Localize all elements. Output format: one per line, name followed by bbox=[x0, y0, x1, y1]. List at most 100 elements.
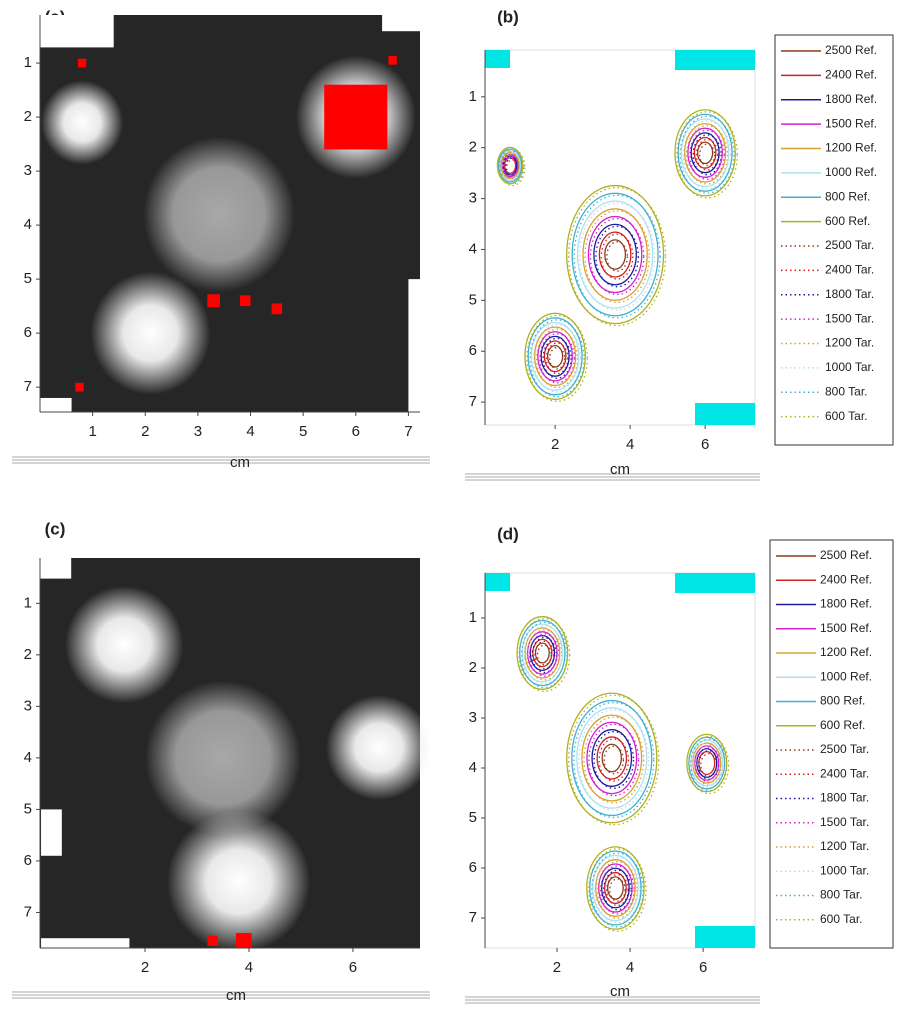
contour bbox=[604, 239, 627, 270]
contour bbox=[576, 707, 648, 809]
x-tick-label: 6 bbox=[349, 959, 357, 976]
outside-region bbox=[485, 573, 510, 591]
y-tick-label: 4 bbox=[24, 749, 32, 766]
image-edge bbox=[41, 809, 62, 856]
contour bbox=[600, 233, 634, 280]
legend-label: 2400 Tar. bbox=[820, 766, 869, 780]
image-edge bbox=[41, 938, 130, 954]
y-tick-label: 5 bbox=[469, 291, 477, 308]
image-edge bbox=[40, 397, 72, 415]
legend-label: 1200 Tar. bbox=[825, 336, 874, 350]
x-tick-label: 6 bbox=[699, 959, 707, 976]
y-tick-label: 1 bbox=[469, 88, 477, 105]
legend-label: 2500 Tar. bbox=[825, 238, 874, 252]
contour bbox=[573, 701, 655, 819]
contour bbox=[682, 120, 732, 190]
bright-region bbox=[41, 80, 124, 165]
contour bbox=[497, 148, 523, 183]
contour bbox=[588, 723, 640, 797]
image-edge bbox=[408, 279, 425, 415]
y-tick-label: 3 bbox=[24, 162, 32, 179]
y-tick-label: 2 bbox=[469, 659, 477, 676]
contour bbox=[686, 733, 728, 793]
legend-label: 1200 Tar. bbox=[820, 839, 869, 853]
contour bbox=[532, 638, 553, 668]
contour bbox=[583, 716, 645, 804]
contour bbox=[591, 852, 644, 928]
contour bbox=[684, 122, 727, 183]
panel-label: (b) bbox=[497, 7, 519, 26]
bright-region bbox=[143, 136, 295, 293]
contour bbox=[589, 217, 645, 296]
contour bbox=[548, 346, 566, 370]
x-tick-label: 6 bbox=[352, 423, 360, 440]
legend-label: 1500 Tar. bbox=[825, 311, 874, 325]
contour bbox=[566, 692, 658, 824]
hot-pixel bbox=[324, 84, 388, 150]
contour bbox=[571, 699, 653, 817]
contour bbox=[698, 143, 716, 167]
contour bbox=[598, 231, 632, 278]
legend-label: 2400 Tar. bbox=[825, 263, 874, 277]
y-tick-label: 4 bbox=[24, 216, 32, 233]
image-edge bbox=[382, 15, 425, 32]
x-tick-label: 4 bbox=[626, 436, 634, 453]
contour bbox=[539, 333, 575, 384]
panel: (b)2500 Ref.2400 Ref.1800 Ref.1500 Ref.1… bbox=[465, 7, 894, 481]
contour bbox=[545, 342, 569, 375]
contour bbox=[499, 150, 525, 185]
contour bbox=[676, 111, 738, 199]
contour bbox=[543, 340, 567, 373]
y-tick-label: 2 bbox=[24, 646, 32, 663]
contour bbox=[586, 721, 638, 795]
legend-label: 2400 Ref. bbox=[825, 68, 877, 82]
legend-label: 1500 Tar. bbox=[820, 815, 869, 829]
legend-label: 600 Ref. bbox=[820, 718, 865, 732]
contour bbox=[692, 134, 722, 176]
hot-pixel bbox=[235, 933, 252, 949]
bright-region bbox=[325, 695, 432, 801]
contour bbox=[593, 731, 635, 789]
contour bbox=[589, 850, 642, 926]
hot-pixel bbox=[77, 58, 87, 68]
x-axis-label: cm bbox=[230, 454, 250, 471]
y-tick-label: 7 bbox=[24, 378, 32, 395]
contour bbox=[686, 124, 729, 185]
legend-label: 800 Ref. bbox=[825, 189, 870, 203]
contour bbox=[516, 616, 569, 690]
contour bbox=[527, 317, 583, 396]
contour bbox=[598, 863, 633, 913]
y-tick-label: 6 bbox=[24, 852, 32, 869]
x-axis-label: cm bbox=[610, 983, 630, 1000]
legend-label: 1200 Ref. bbox=[825, 141, 877, 155]
hot-pixel bbox=[207, 294, 220, 308]
x-tick-label: 2 bbox=[141, 959, 149, 976]
contour bbox=[688, 736, 726, 790]
contour bbox=[498, 148, 526, 187]
x-tick-label: 4 bbox=[626, 959, 634, 976]
y-tick-label: 3 bbox=[24, 697, 32, 714]
y-tick-label: 1 bbox=[469, 609, 477, 626]
contour bbox=[603, 745, 625, 775]
contour bbox=[537, 331, 573, 382]
contour bbox=[593, 223, 637, 286]
contour bbox=[526, 314, 588, 402]
x-tick-label: 5 bbox=[299, 423, 307, 440]
x-axis-label: cm bbox=[226, 987, 246, 1004]
contour bbox=[604, 871, 627, 905]
y-tick-label: 4 bbox=[469, 759, 477, 776]
legend-label: 1500 Ref. bbox=[825, 116, 877, 130]
contour bbox=[596, 736, 628, 780]
legend-label: 1000 Ref. bbox=[825, 165, 877, 179]
y-tick-label: 5 bbox=[24, 800, 32, 817]
hot-pixel bbox=[75, 382, 84, 392]
contour bbox=[586, 846, 645, 930]
contour bbox=[601, 743, 623, 773]
legend-box bbox=[774, 34, 894, 446]
contour bbox=[597, 861, 638, 919]
outside-region bbox=[695, 926, 755, 948]
contour bbox=[690, 132, 720, 174]
outside-region bbox=[675, 50, 755, 70]
legend-box bbox=[769, 539, 894, 949]
